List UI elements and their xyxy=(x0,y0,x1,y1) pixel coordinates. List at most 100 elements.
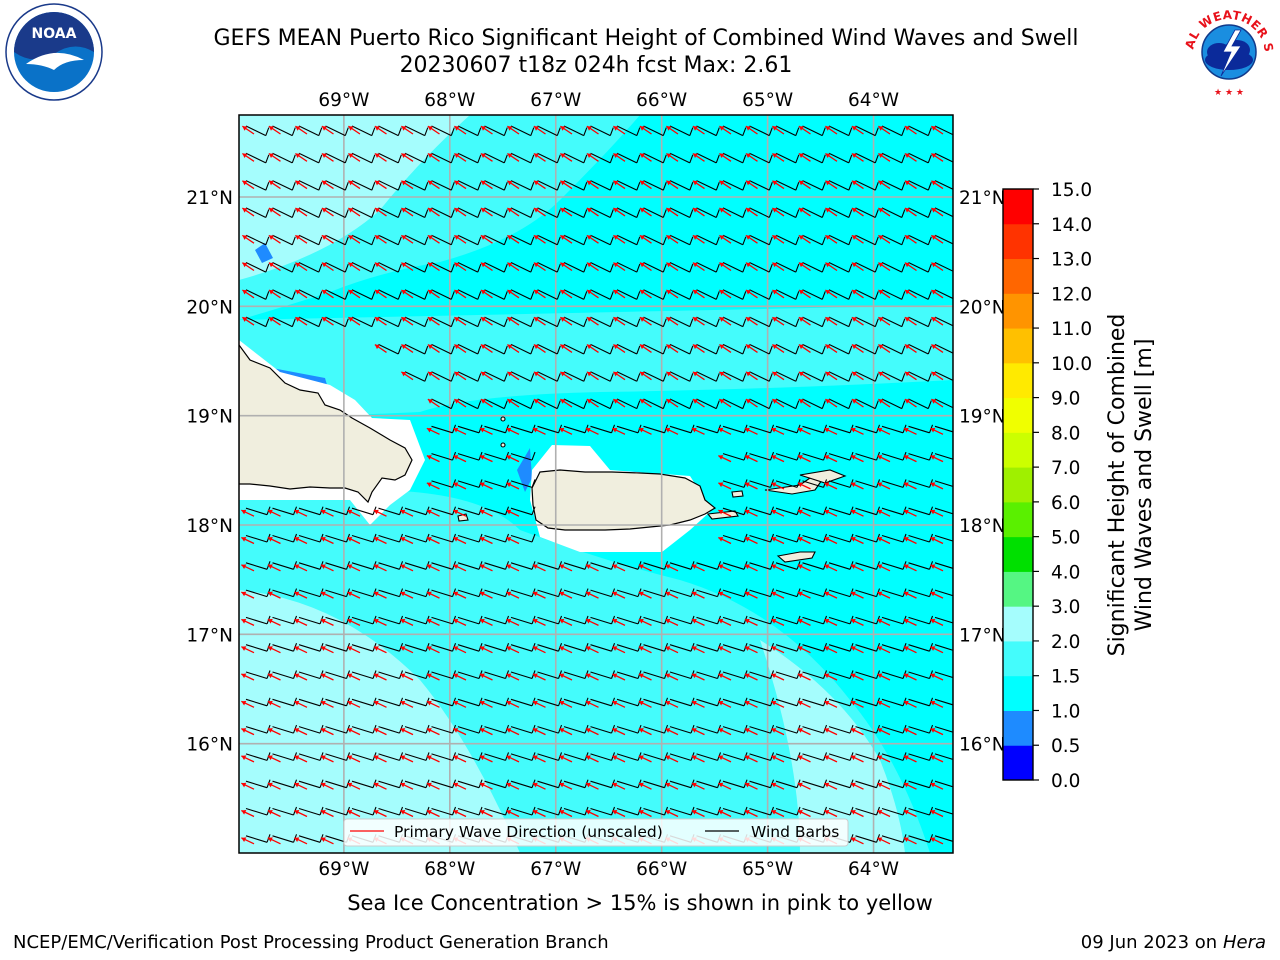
wind-barb-feather xyxy=(503,154,508,164)
wind-barb xyxy=(590,726,612,734)
wind-barb-feather xyxy=(609,263,614,273)
wind-barb-feather xyxy=(874,373,879,382)
wind-barb xyxy=(510,180,532,191)
wave-arrow-head xyxy=(798,344,804,350)
wave-arrow-head xyxy=(320,782,326,788)
wind-barb xyxy=(537,562,559,570)
noaa-logo-text: NOAA xyxy=(32,26,77,42)
wave-arrow-head xyxy=(665,618,671,624)
wave-arrow-head xyxy=(321,180,327,186)
wave-arrow-head xyxy=(560,289,566,295)
wind-barb xyxy=(802,152,823,164)
wave-arrow-head xyxy=(930,755,936,761)
wave-arrow-head xyxy=(241,782,247,788)
wind-barb xyxy=(643,207,664,218)
wind-barb xyxy=(298,644,321,652)
wind-barb xyxy=(431,234,452,246)
wave-arrow-head xyxy=(930,618,936,624)
wind-barb-feather xyxy=(689,127,694,136)
wind-barb xyxy=(351,753,374,761)
wind-barb xyxy=(722,152,744,164)
wave-arrow-head xyxy=(878,317,884,322)
colorbar-tick-label: 15.0 xyxy=(1051,180,1092,201)
wave-arrow-head xyxy=(242,126,248,131)
wind-barb xyxy=(563,425,586,434)
wave-arrow-head xyxy=(427,399,433,404)
wave-arrow-head xyxy=(903,427,909,433)
wind-barb xyxy=(484,289,505,300)
wind-barb-feather xyxy=(715,236,720,245)
wind-barb xyxy=(908,398,929,410)
wave-arrow-head xyxy=(638,427,644,433)
wind-barb xyxy=(404,780,427,789)
wind-barb xyxy=(484,698,506,707)
lon-label-top: 65°W xyxy=(742,90,793,111)
wave-arrow-head xyxy=(824,865,829,870)
wind-barb xyxy=(669,180,691,191)
wind-barb xyxy=(722,616,745,625)
wave-arrow-head xyxy=(718,564,724,569)
wind-barb xyxy=(722,371,744,382)
wind-barb-feather xyxy=(955,264,958,272)
wind-barb-feather xyxy=(583,345,588,355)
wave-arrow xyxy=(692,865,705,871)
wind-barb-feather xyxy=(318,154,323,164)
wind-barb xyxy=(510,343,532,355)
wind-barb-feather xyxy=(530,373,535,382)
wave-arrow-head xyxy=(745,153,751,159)
wave-arrow-head xyxy=(533,344,539,350)
wind-barb xyxy=(457,207,479,218)
wind-barb xyxy=(722,807,745,816)
wind-barb-feather xyxy=(768,236,773,245)
wind-barb-feather xyxy=(265,263,270,273)
wave-arrow-head xyxy=(798,235,804,240)
wave-arrow-head xyxy=(904,262,910,268)
wind-barb xyxy=(431,425,453,434)
wave-arrow-head xyxy=(267,782,273,788)
wave-arrow-head xyxy=(666,344,672,350)
wind-barb xyxy=(802,562,824,570)
wind-barb xyxy=(697,863,718,870)
wave-arrow-head xyxy=(877,728,883,733)
wind-barb xyxy=(563,152,585,164)
wave-arrow-head xyxy=(426,782,432,788)
wind-barb xyxy=(775,453,798,461)
wind-barb xyxy=(325,507,347,516)
wave-arrow-head xyxy=(294,755,300,761)
wave-arrow-head xyxy=(241,509,247,515)
wind-barb-feather xyxy=(715,127,720,136)
wind-barb xyxy=(484,207,505,218)
wind-barb xyxy=(537,371,558,382)
wind-barb xyxy=(404,207,426,218)
wave-arrow-head xyxy=(613,317,619,322)
wave-arrow-head xyxy=(453,564,459,569)
wave-arrow-head xyxy=(347,700,353,706)
wind-barb xyxy=(643,425,665,434)
wave-arrow-head xyxy=(638,782,644,788)
wave-arrow-head xyxy=(426,564,432,569)
wind-barb-feather xyxy=(955,237,958,245)
wind-barb xyxy=(908,780,930,789)
wind-barb-feather xyxy=(956,725,959,733)
wind-barb-feather xyxy=(397,291,402,300)
wind-barb xyxy=(378,234,399,246)
wind-barb-feather xyxy=(371,263,376,273)
wind-barb xyxy=(510,589,533,598)
wind-barb xyxy=(537,807,559,816)
wave-arrow-head xyxy=(718,509,724,515)
wind-barb xyxy=(669,780,692,789)
colorbar-segment xyxy=(1003,606,1033,642)
wind-barb-feather xyxy=(371,236,376,245)
wind-barb xyxy=(749,180,770,191)
wind-barb xyxy=(404,343,426,355)
wind-barb xyxy=(802,180,823,191)
wind-barb xyxy=(351,726,374,734)
wind-barb xyxy=(802,425,824,434)
wave-arrow-head xyxy=(453,728,459,733)
wave-arrow-head xyxy=(321,289,327,295)
wave-arrow-head xyxy=(241,755,247,761)
wind-barb-feather xyxy=(797,862,800,870)
wave-arrow-head xyxy=(585,700,591,706)
wave-arrow-head xyxy=(241,673,247,679)
wind-barb xyxy=(828,343,850,355)
